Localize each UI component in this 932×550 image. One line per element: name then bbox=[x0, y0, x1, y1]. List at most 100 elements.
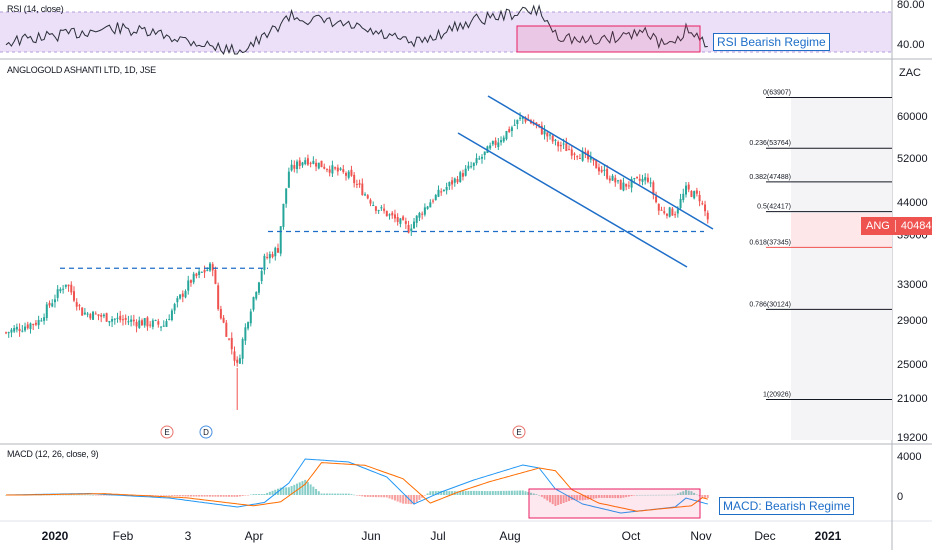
candle bbox=[209, 262, 211, 272]
price-axis-label: 33000 bbox=[897, 279, 928, 291]
candle-body bbox=[198, 271, 201, 276]
macd-histogram-bar bbox=[309, 484, 312, 495]
candle bbox=[192, 271, 195, 285]
macd-histogram-bar bbox=[75, 494, 78, 496]
price-axis-label: 29000 bbox=[897, 315, 928, 327]
candle bbox=[24, 322, 27, 333]
macd-histogram-bar bbox=[149, 495, 152, 496]
candle bbox=[695, 187, 698, 197]
macd-histogram-bar bbox=[342, 493, 345, 495]
candle-body bbox=[184, 291, 187, 298]
candle bbox=[606, 164, 609, 180]
candle-body bbox=[442, 190, 445, 192]
macd-histogram-bar bbox=[374, 495, 377, 498]
macd-histogram-bar bbox=[86, 494, 89, 496]
candle-body bbox=[301, 162, 304, 166]
candle bbox=[565, 137, 568, 152]
candle-body bbox=[15, 326, 18, 330]
candle bbox=[160, 326, 163, 332]
candle-body bbox=[266, 256, 269, 258]
macd-histogram-bar bbox=[383, 495, 386, 498]
candle bbox=[644, 173, 647, 185]
candle bbox=[78, 303, 81, 311]
candle-body bbox=[568, 149, 571, 151]
candle bbox=[249, 308, 252, 327]
macd-annotation[interactable]: MACD: Bearish Regime bbox=[719, 497, 855, 515]
candle-body bbox=[573, 153, 576, 155]
candle-body bbox=[687, 184, 690, 190]
candle-body bbox=[173, 304, 176, 311]
macd-histogram-bar bbox=[565, 495, 568, 503]
candle-body bbox=[453, 178, 456, 183]
candle-body bbox=[535, 122, 538, 125]
candle bbox=[481, 154, 483, 164]
macd-histogram-bar bbox=[459, 491, 462, 495]
candle-body bbox=[51, 303, 54, 307]
candle bbox=[268, 251, 271, 264]
macd-histogram-bar bbox=[287, 487, 290, 495]
macd-histogram-bar bbox=[59, 494, 62, 496]
macd-histogram-bar bbox=[56, 494, 59, 496]
candle-body bbox=[287, 171, 290, 188]
candle bbox=[470, 161, 473, 169]
macd-histogram-bar bbox=[396, 495, 399, 502]
candle-body bbox=[646, 177, 649, 182]
candle-body bbox=[475, 158, 478, 164]
candle-body bbox=[353, 174, 356, 184]
candle-body bbox=[622, 182, 625, 191]
candle bbox=[355, 179, 358, 189]
time-axis-label: Feb bbox=[113, 529, 134, 543]
candle-body bbox=[698, 195, 701, 202]
candle bbox=[649, 177, 652, 188]
candle bbox=[576, 155, 579, 161]
macd-histogram-bar bbox=[497, 490, 500, 495]
macd-histogram-bar bbox=[543, 495, 546, 499]
macd-histogram-bar bbox=[592, 495, 595, 499]
macd-histogram-bar bbox=[293, 484, 296, 495]
candle bbox=[92, 310, 95, 320]
macd-histogram-bar bbox=[244, 495, 247, 496]
candle-body bbox=[540, 125, 543, 135]
candle-body bbox=[151, 320, 154, 327]
macd-histogram-bar bbox=[97, 495, 100, 496]
candle bbox=[519, 112, 522, 121]
candle-body bbox=[121, 319, 124, 321]
candle-body bbox=[345, 173, 347, 176]
candle bbox=[674, 211, 677, 218]
macd-histogram-bar bbox=[404, 495, 407, 504]
macd-histogram-bar bbox=[407, 495, 410, 504]
candle-body bbox=[56, 289, 59, 298]
candle bbox=[347, 170, 350, 180]
macd-histogram-bar bbox=[704, 495, 707, 498]
candle bbox=[40, 317, 43, 322]
currency-code: ZAC bbox=[899, 67, 921, 79]
macd-histogram-bar bbox=[660, 494, 663, 496]
candle-body bbox=[557, 141, 560, 147]
macd-histogram-bar bbox=[685, 489, 687, 495]
candle bbox=[130, 315, 133, 327]
macd-histogram-bar bbox=[290, 486, 293, 495]
macd-histogram-bar bbox=[271, 490, 274, 495]
rsi-annotation[interactable]: RSI Bearish Regime bbox=[713, 33, 830, 51]
candle bbox=[37, 315, 40, 330]
candle bbox=[592, 158, 595, 166]
macd-histogram-bar bbox=[192, 495, 195, 497]
candle-body bbox=[467, 165, 470, 169]
candle bbox=[200, 271, 203, 273]
candle-body bbox=[317, 162, 320, 169]
macd-histogram-bar bbox=[67, 494, 70, 496]
macd-histogram-bar bbox=[358, 495, 361, 496]
candle bbox=[81, 307, 84, 316]
macd-histogram-bar bbox=[706, 495, 709, 498]
candle-body bbox=[559, 144, 562, 147]
candle-body bbox=[59, 289, 62, 292]
candle-body bbox=[13, 327, 16, 332]
macd-histogram-bar bbox=[102, 495, 105, 496]
macd-histogram-bar bbox=[328, 493, 331, 495]
macd-histogram-bar bbox=[320, 493, 323, 495]
macd-histogram-bar bbox=[391, 495, 394, 500]
macd-histogram-bar bbox=[361, 495, 364, 497]
candle bbox=[51, 299, 54, 308]
candle bbox=[369, 198, 372, 207]
